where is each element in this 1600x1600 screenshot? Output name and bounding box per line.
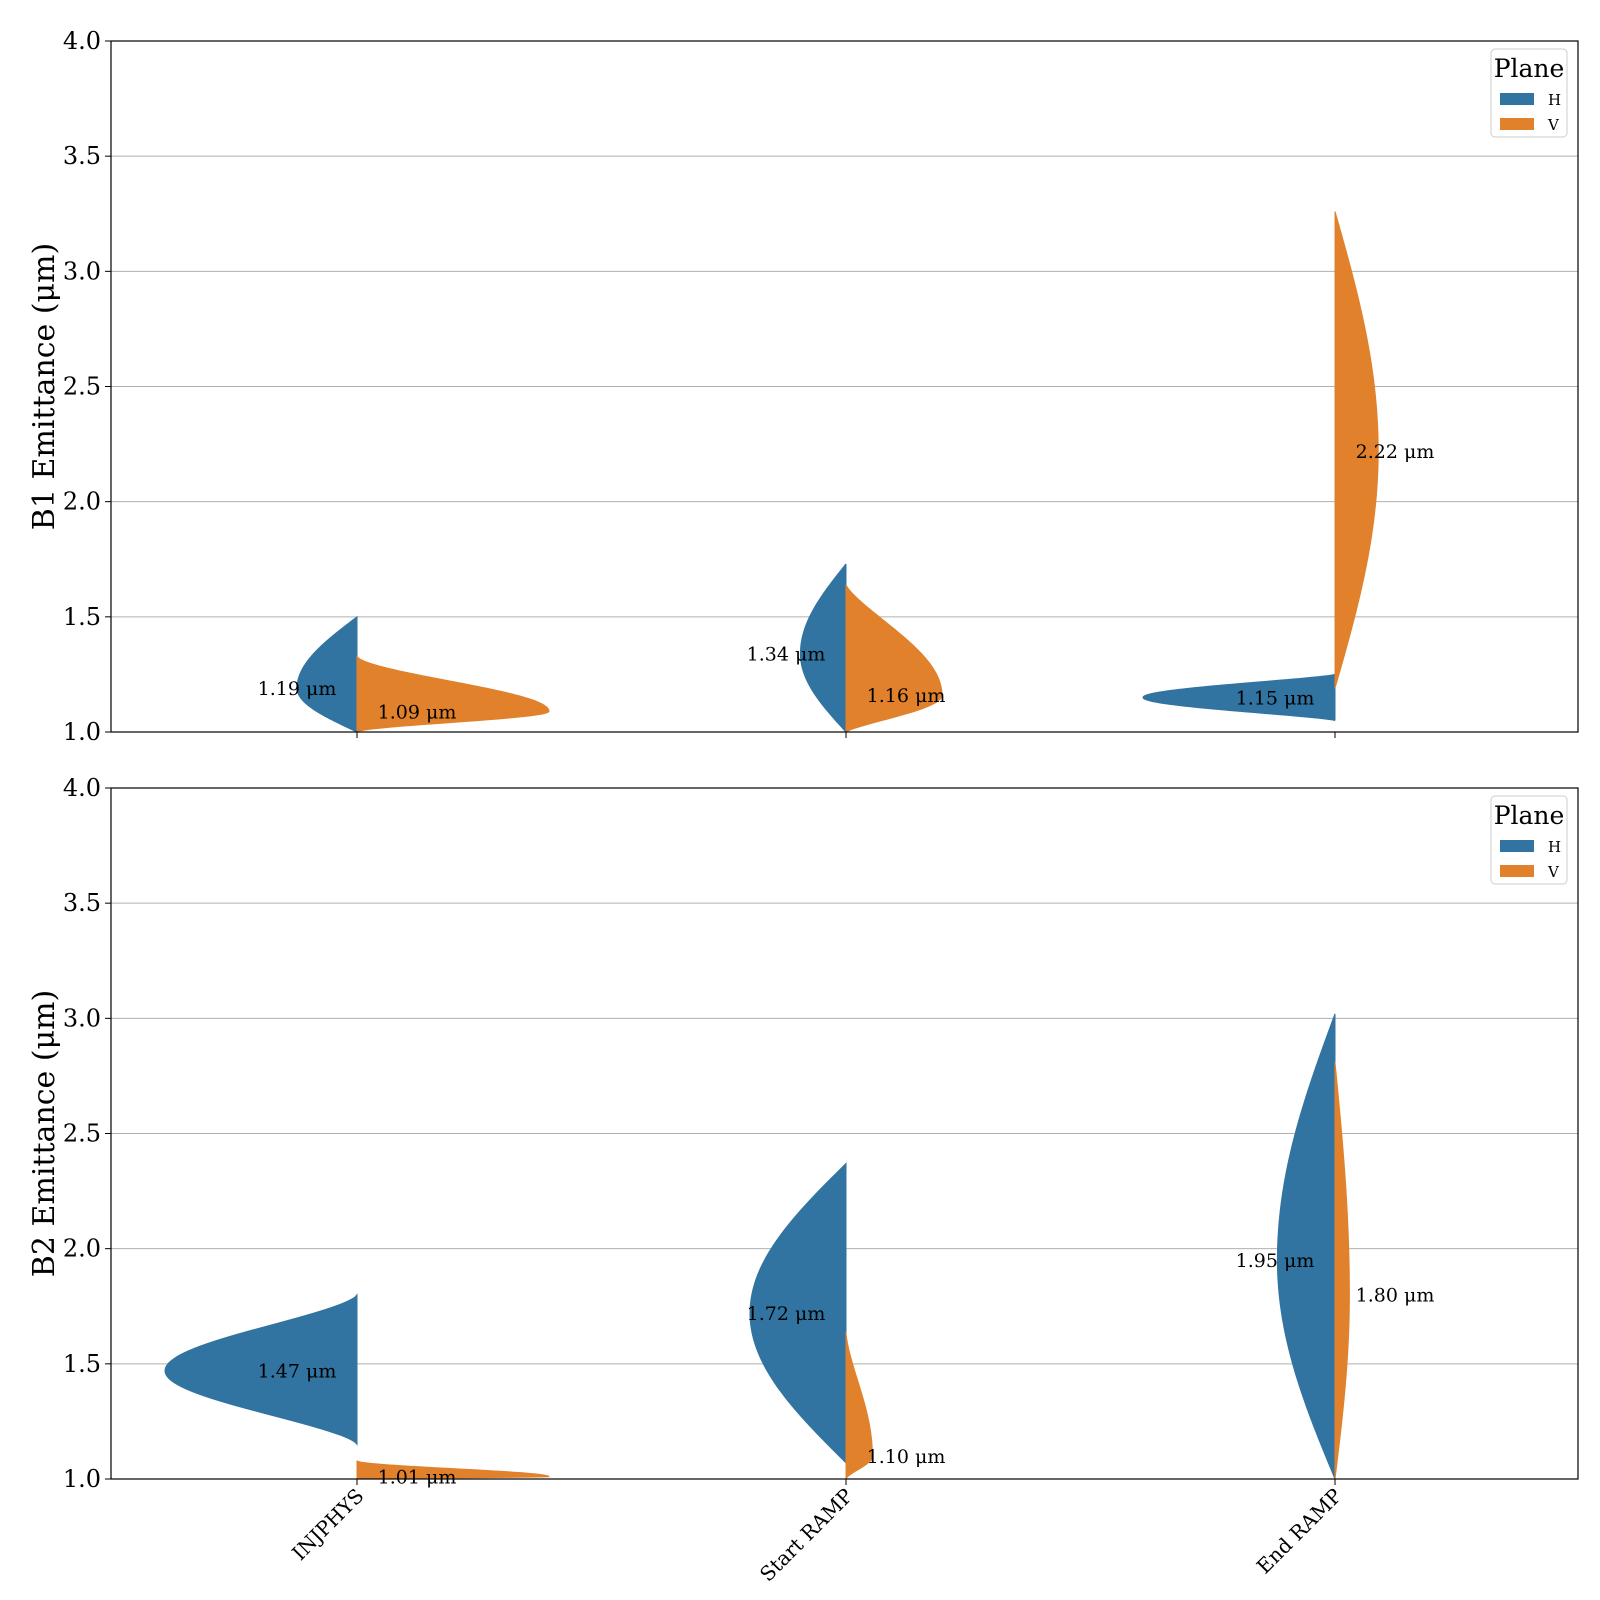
- panel-1: 1.0 1.5 2.0 2.5 3.0 3.5 4.0 B1 Emittance (μm) 1.…: [27, 27, 1579, 746]
- y-tick-label: 3.0: [63, 1004, 101, 1032]
- y-tick-label: 1.0: [63, 1465, 101, 1493]
- violin-h-end-ramp: [1276, 1013, 1336, 1480]
- y-tick-label: 2.0: [63, 1235, 101, 1263]
- violin-h-injphys: [164, 1293, 358, 1446]
- data-label: 1.95 μm: [1236, 1250, 1315, 1272]
- y-axis-label: B1 Emittance (μm): [27, 243, 62, 530]
- legend-swatch-v: [1500, 865, 1534, 877]
- data-label: 1.09 μm: [378, 701, 457, 723]
- y-tick-label: 1.0: [63, 718, 101, 746]
- data-label: 2.22 μm: [1356, 441, 1435, 463]
- violin-v-injphys: [356, 655, 550, 733]
- y-tick-label: 1.5: [63, 603, 101, 631]
- legend-label-v: V: [1547, 863, 1560, 881]
- legend-label-h: H: [1548, 838, 1561, 856]
- violin-h-start-ramp: [799, 563, 847, 734]
- data-label: 1.01 μm: [378, 1467, 457, 1489]
- violin-v-start-ramp: [845, 584, 943, 733]
- data-label: 1.34 μm: [747, 644, 826, 666]
- violin-h-injphys: [296, 615, 358, 733]
- violin-v-end-ramp: [1334, 211, 1379, 689]
- y-tick-label: 1.5: [63, 1350, 101, 1378]
- data-label: 1.72 μm: [747, 1303, 826, 1325]
- legend-label-h: H: [1548, 91, 1561, 109]
- y-tick-label: 3.5: [63, 889, 101, 917]
- legend-title: Plane: [1494, 54, 1565, 83]
- legend-swatch-h: [1500, 840, 1534, 852]
- data-label: 1.10 μm: [867, 1446, 946, 1468]
- plot-frame: [110, 40, 1579, 733]
- y-tick-label: 2.0: [63, 488, 101, 516]
- legend-title: Plane: [1494, 801, 1565, 830]
- violin-h-start-ramp: [749, 1162, 847, 1465]
- y-tick-label: 2.5: [63, 1120, 101, 1148]
- violin-v-start-ramp: [845, 1331, 873, 1481]
- plot-frame: [110, 787, 1579, 1480]
- data-label: 1.16 μm: [867, 685, 946, 707]
- panel-2: 1.0 1.5 2.0 2.5 3.0 3.5 4.0 B2 Emittance (μm) 1.…: [27, 774, 1579, 1493]
- data-label: 1.15 μm: [1236, 687, 1315, 709]
- x-tick-label: Start RAMP: [755, 1484, 858, 1587]
- y-tick-label: 3.0: [63, 257, 101, 285]
- data-label: 1.19 μm: [258, 678, 337, 700]
- data-label: 1.47 μm: [258, 1361, 337, 1383]
- legend-swatch-v: [1500, 118, 1534, 130]
- legend-swatch-h: [1500, 93, 1534, 105]
- y-tick-label: 2.5: [63, 373, 101, 401]
- y-tick-label: 4.0: [63, 774, 101, 802]
- x-tick-label: INJPHYS: [287, 1484, 368, 1565]
- y-axis-label: B2 Emittance (μm): [27, 990, 62, 1277]
- y-tick-label: 3.5: [63, 142, 101, 170]
- data-label: 1.80 μm: [1356, 1285, 1435, 1307]
- violin-v-injphys: [356, 1460, 550, 1480]
- x-tick-label: End RAMP: [1252, 1484, 1347, 1579]
- violin-h-end-ramp: [1142, 673, 1336, 721]
- legend-label-v: V: [1547, 116, 1560, 134]
- y-tick-label: 4.0: [63, 27, 101, 55]
- violin-v-end-ramp: [1334, 1062, 1350, 1480]
